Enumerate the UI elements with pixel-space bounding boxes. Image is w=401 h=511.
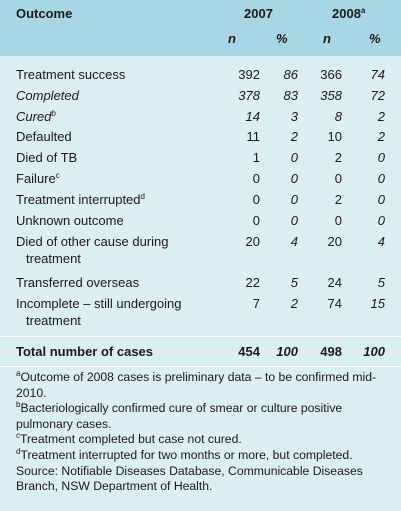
cell-pct-2007: 2 <box>290 296 298 311</box>
cell-pct-2008: 72 <box>370 88 385 103</box>
source-note: Source: Notifiable Diseases Database, Co… <box>16 463 363 494</box>
cell-n-2007: 392 <box>238 67 260 82</box>
footnotes: aOutcome of 2008 cases is preliminary da… <box>16 370 386 495</box>
cell-pct-2008: 0 <box>377 213 385 228</box>
header-2008: 2008a <box>332 6 366 21</box>
cell-n-2008: 366 <box>320 67 342 82</box>
cell-n-2008: 2 <box>334 192 342 207</box>
row-label: Failurec <box>16 171 60 186</box>
row-label: Transferred overseas <box>16 275 140 290</box>
cell-n-2008: 74 <box>327 296 342 311</box>
cell-n-2007: 0 <box>252 213 260 228</box>
row-label: Curedb <box>16 109 56 124</box>
total-n-2007: 454 <box>238 344 260 359</box>
total-pct-2007: 100 <box>276 344 298 359</box>
cell-n-2007: 0 <box>252 192 260 207</box>
cell-pct-2008: 74 <box>370 67 385 82</box>
cell-pct-2007: 0 <box>290 171 298 186</box>
cell-n-2008: 20 <box>327 234 342 249</box>
cell-pct-2007: 4 <box>290 234 298 249</box>
cell-pct-2008: 0 <box>377 192 385 207</box>
table-header: Outcome 2007 2008a n % n % <box>0 0 401 56</box>
row-label: Treatment interruptedd <box>16 192 145 207</box>
header-n-2007: n <box>228 31 236 46</box>
cell-pct-2008: 5 <box>377 275 385 290</box>
cell-n-2008: 10 <box>327 129 342 144</box>
cell-pct-2007: 0 <box>290 192 298 207</box>
cell-pct-2007: 5 <box>290 275 298 290</box>
cell-n-2007: 0 <box>252 171 260 186</box>
header-outcome: Outcome <box>16 6 73 21</box>
cell-n-2008: 358 <box>320 88 342 103</box>
cell-n-2007: 1 <box>252 150 260 165</box>
cell-n-2007: 378 <box>238 88 260 103</box>
footnote-d: dTreatment interrupted for two months or… <box>16 446 353 462</box>
header-pct-2008: % <box>369 31 381 46</box>
cell-pct-2008: 2 <box>377 129 385 144</box>
row-label: Treatment success <box>16 67 126 82</box>
cell-n-2008: 8 <box>334 109 342 124</box>
row-label: Died of other cause during treatment <box>16 234 169 266</box>
cell-pct-2008: 0 <box>377 150 385 165</box>
cell-pct-2008: 2 <box>377 109 385 124</box>
cell-n-2008: 24 <box>327 275 342 290</box>
footnote-c: cTreatment completed but case not cured. <box>16 431 242 447</box>
cell-pct-2008: 4 <box>377 234 385 249</box>
cell-pct-2008: 0 <box>377 171 385 186</box>
cell-n-2007: 22 <box>245 275 260 290</box>
row-label: Completed <box>16 88 79 103</box>
total-divider <box>0 336 401 337</box>
total-n-2008: 498 <box>320 344 342 359</box>
cell-pct-2007: 0 <box>290 213 298 228</box>
cell-n-2007: 7 <box>252 296 260 311</box>
cell-pct-2007: 86 <box>283 67 298 82</box>
cell-pct-2008: 15 <box>370 296 385 311</box>
footnote-b: bBacteriologically confirmed cure of sme… <box>16 400 343 431</box>
cell-n-2008: 2 <box>334 150 342 165</box>
cell-n-2008: 0 <box>334 171 342 186</box>
header-2007: 2007 <box>244 6 273 21</box>
row-label: Unknown outcome <box>16 213 124 228</box>
cell-pct-2007: 3 <box>290 109 298 124</box>
cell-pct-2007: 2 <box>290 129 298 144</box>
footnote-a: aOutcome of 2008 cases is preliminary da… <box>16 369 377 400</box>
cell-n-2007: 14 <box>245 109 260 124</box>
cell-n-2007: 20 <box>245 234 260 249</box>
cell-pct-2007: 0 <box>290 150 298 165</box>
notes-divider <box>0 366 401 367</box>
cell-n-2008: 0 <box>334 213 342 228</box>
cell-n-2007: 11 <box>246 129 261 144</box>
header-pct-2007: % <box>276 31 288 46</box>
row-label: Incomplete – still undergoing treatment <box>16 296 182 328</box>
row-label: Defaulted <box>16 129 72 144</box>
cell-pct-2007: 83 <box>283 88 298 103</box>
row-label: Died of TB <box>16 150 78 165</box>
total-pct-2008: 100 <box>363 344 385 359</box>
header-n-2008: n <box>323 31 331 46</box>
total-label: Total number of cases <box>16 344 154 359</box>
